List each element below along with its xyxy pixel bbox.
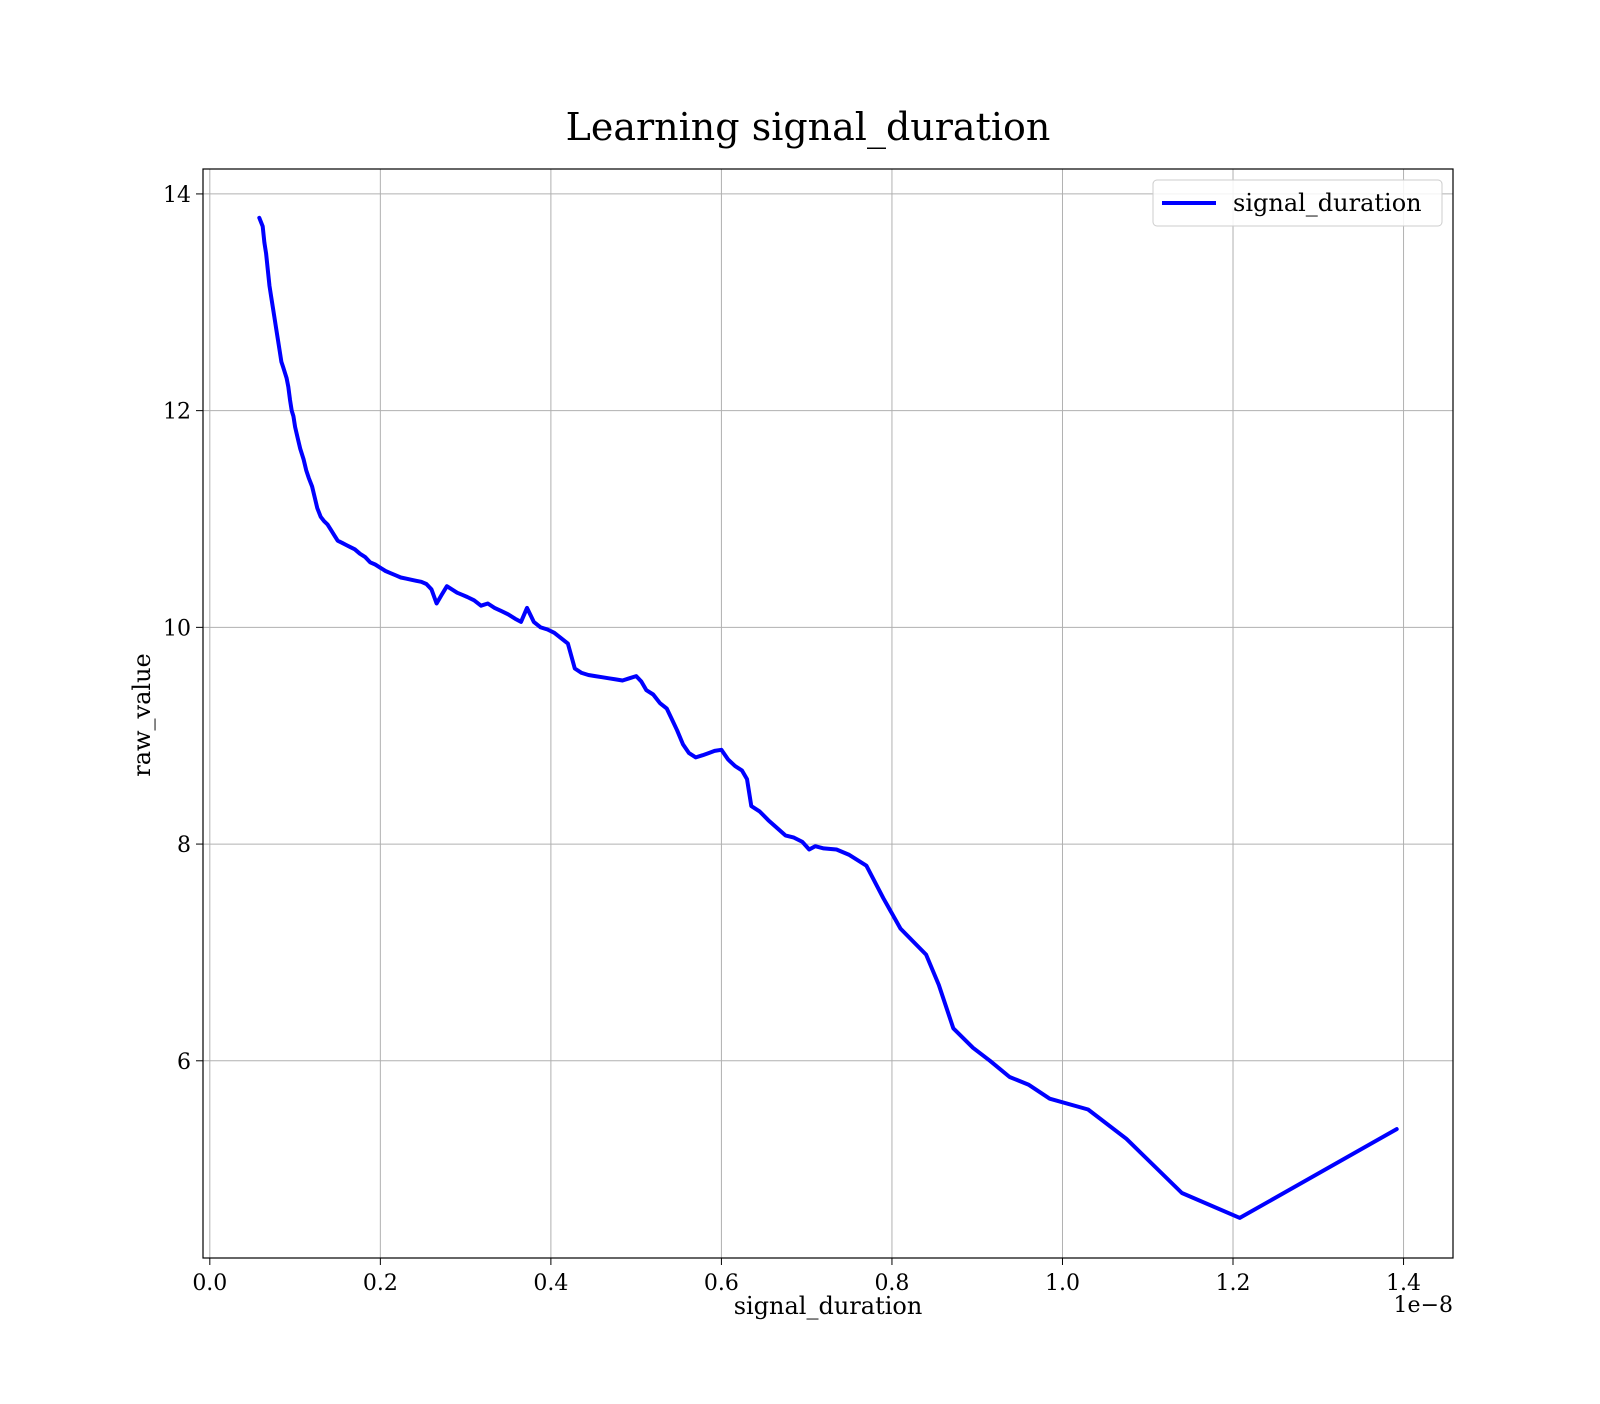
y-tick-label: 14	[163, 183, 191, 208]
y-axis-label: raw_value	[128, 653, 156, 777]
series-line-signal_duration	[257, 215, 1399, 1220]
y-tick-label: 8	[177, 833, 191, 858]
x-axis: 0.0 0.2 0.4 0.6 0.8 1.0 1.2 1.4	[192, 1258, 1421, 1296]
x-tick-label: 0.2	[363, 1271, 398, 1296]
plot-area	[202, 168, 1454, 1259]
chart-title: Learning signal_duration	[566, 105, 1051, 150]
series-layer	[257, 215, 1399, 1220]
x-tick-label: 1.2	[1216, 1271, 1251, 1296]
x-tick-label: 0.4	[533, 1271, 568, 1296]
legend: signal_duration	[1152, 179, 1443, 227]
y-tick-label: 6	[177, 1050, 191, 1075]
x-tick-label: 0.6	[704, 1271, 739, 1296]
legend-box	[1152, 179, 1443, 227]
y-axis: 6 8 10 12 14	[163, 183, 203, 1075]
legend-label: signal_duration	[1233, 189, 1422, 217]
x-axis-offset-text: 1e−8	[1394, 1293, 1453, 1318]
grid	[203, 169, 1453, 1258]
x-tick-label: 0.0	[192, 1271, 227, 1296]
x-axis-label: signal_duration	[734, 1292, 923, 1320]
x-tick-label: 1.4	[1386, 1271, 1421, 1296]
x-tick-label: 1.0	[1045, 1271, 1080, 1296]
y-tick-label: 10	[163, 616, 191, 641]
y-tick-label: 12	[163, 400, 191, 425]
x-tick-label: 0.8	[874, 1271, 909, 1296]
